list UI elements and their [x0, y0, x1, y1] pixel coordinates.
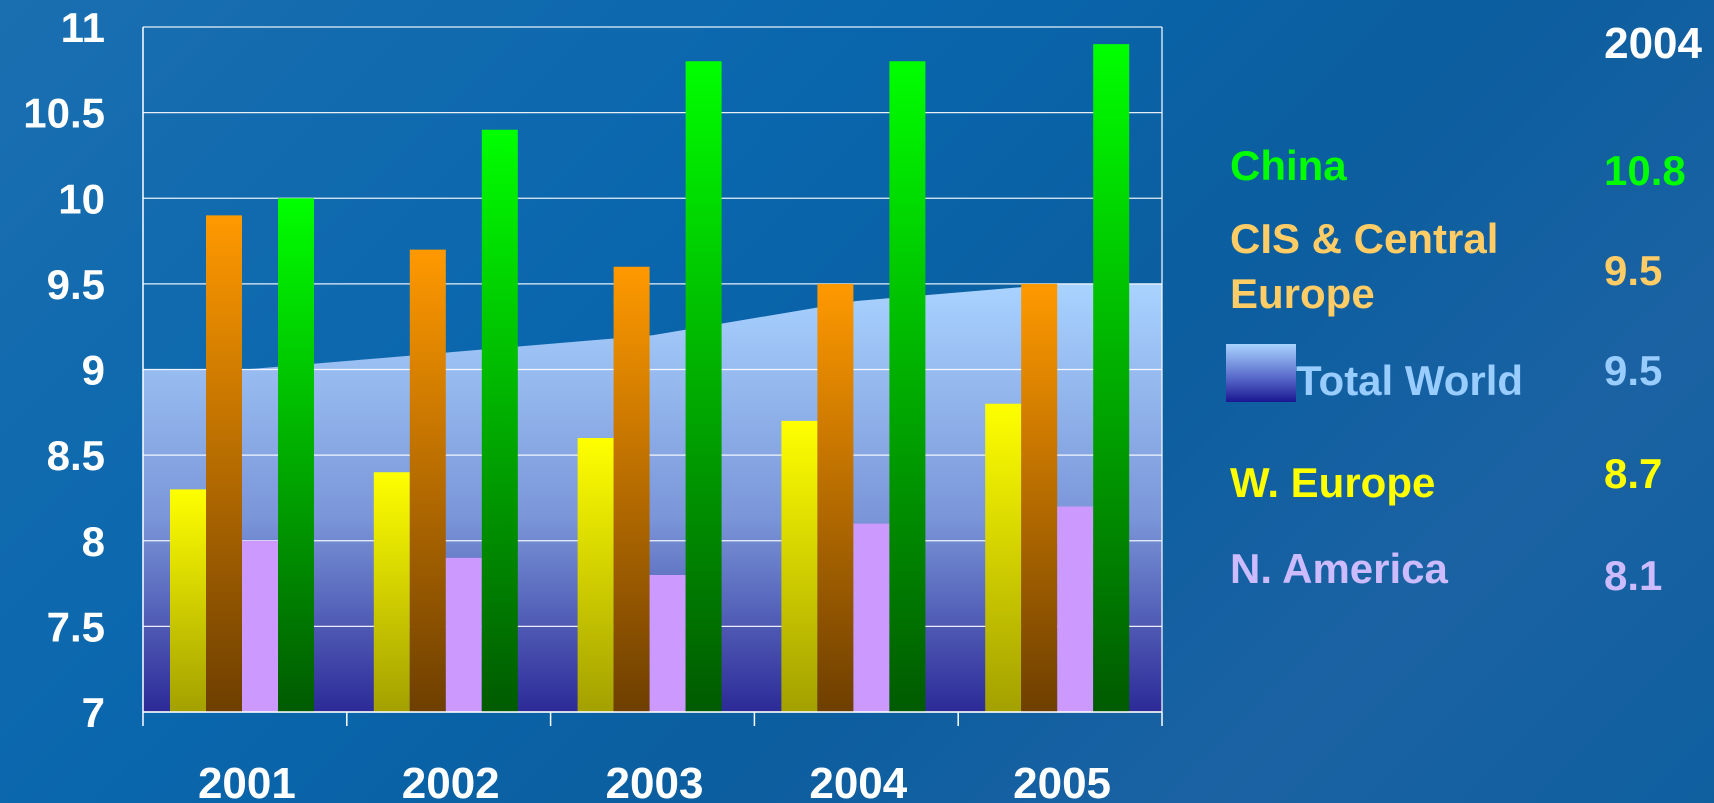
- y-tick-label: 8.5: [47, 432, 105, 479]
- bar-china: [481, 129, 518, 712]
- legend-value: 9.5: [1604, 247, 1662, 294]
- bar-cis-central-europe: [817, 283, 854, 712]
- bar-n-america: [242, 540, 278, 712]
- bar-cis-central-europe: [613, 266, 650, 712]
- y-tick-label: 7.5: [47, 603, 105, 650]
- bar-w-europe: [781, 420, 818, 712]
- legend-label: Total World: [1296, 357, 1523, 404]
- bar-w-europe: [577, 438, 614, 712]
- bar-cis-central-europe: [409, 249, 446, 712]
- legend-value: 9.5: [1604, 347, 1662, 394]
- x-tick-label: 2005: [1013, 759, 1111, 803]
- bar-china: [1093, 44, 1130, 712]
- y-tick-label: 10: [58, 175, 105, 222]
- bar-n-america: [649, 575, 686, 712]
- legend-value: 8.1: [1604, 552, 1662, 599]
- legend-label: Europe: [1230, 270, 1375, 317]
- bar-w-europe: [373, 472, 410, 712]
- y-tick-label: 9: [82, 347, 105, 394]
- legend-label: W. Europe: [1230, 459, 1435, 506]
- bar-china: [278, 198, 314, 712]
- bar-china: [889, 61, 926, 712]
- bar-cis-central-europe: [206, 215, 242, 712]
- bar-n-america: [1057, 506, 1094, 712]
- bar-china: [685, 61, 722, 712]
- legend-header: 2004: [1604, 19, 1702, 68]
- bar-w-europe: [170, 489, 206, 712]
- x-tick-label: 2004: [809, 759, 907, 803]
- y-tick-label: 7: [82, 689, 105, 736]
- bar-n-america: [853, 523, 890, 712]
- bar-cis-central-europe: [1021, 283, 1058, 712]
- x-tick-label: 2003: [606, 759, 704, 803]
- y-tick-label: 8: [82, 518, 105, 565]
- legend-value: 10.8: [1604, 147, 1686, 194]
- y-tick-label: 9.5: [47, 261, 105, 308]
- x-tick-label: 2001: [198, 759, 296, 803]
- legend-swatch-total-world: [1226, 344, 1296, 402]
- x-tick-label: 2002: [402, 759, 500, 803]
- legend-label: N. America: [1230, 545, 1449, 592]
- y-tick-label: 10.5: [23, 90, 105, 137]
- bar-w-europe: [985, 403, 1022, 712]
- y-tick-label: 11: [61, 4, 105, 51]
- bar-n-america: [445, 557, 482, 712]
- legend-label: China: [1230, 142, 1347, 189]
- legend-value: 8.7: [1604, 450, 1662, 497]
- legend-label: CIS & Central: [1230, 215, 1498, 262]
